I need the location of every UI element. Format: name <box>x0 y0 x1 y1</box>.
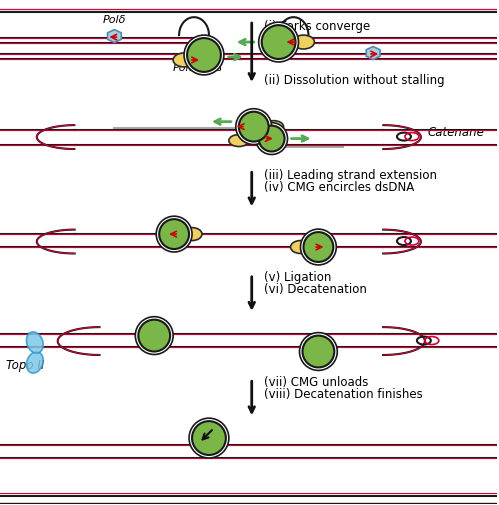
Ellipse shape <box>290 241 310 254</box>
Text: CMG: CMG <box>196 63 222 73</box>
Text: Polε: Polε <box>173 63 196 73</box>
Circle shape <box>187 39 221 73</box>
Circle shape <box>258 23 298 63</box>
Circle shape <box>302 336 334 368</box>
Circle shape <box>261 26 295 60</box>
Ellipse shape <box>182 228 202 241</box>
Text: (iv) CMG encircles dsDNA: (iv) CMG encircles dsDNA <box>263 180 414 193</box>
Circle shape <box>138 320 170 352</box>
Circle shape <box>189 418 229 458</box>
Circle shape <box>303 233 333 263</box>
Circle shape <box>236 110 271 145</box>
Text: (i) Forks converge: (i) Forks converge <box>263 20 370 33</box>
Circle shape <box>258 126 284 152</box>
Text: Catenane: Catenane <box>428 126 485 139</box>
Text: Topo II: Topo II <box>5 359 44 372</box>
Text: (vii) CMG unloads: (vii) CMG unloads <box>263 375 368 388</box>
Text: (vi) Decatenation: (vi) Decatenation <box>263 283 367 296</box>
Text: (ii) Dissolution without stalling: (ii) Dissolution without stalling <box>263 74 444 87</box>
Polygon shape <box>366 47 380 61</box>
Text: Polδ: Polδ <box>103 15 126 25</box>
Circle shape <box>184 36 224 76</box>
Circle shape <box>299 333 337 371</box>
Circle shape <box>239 113 268 142</box>
Circle shape <box>192 421 226 455</box>
Circle shape <box>135 317 173 355</box>
Ellipse shape <box>26 352 43 373</box>
Ellipse shape <box>173 54 195 68</box>
Circle shape <box>156 217 192 252</box>
Polygon shape <box>107 31 121 43</box>
Ellipse shape <box>26 332 43 354</box>
Ellipse shape <box>263 121 283 133</box>
Circle shape <box>255 123 287 155</box>
Text: (viii) Decatenation finishes: (viii) Decatenation finishes <box>263 387 423 400</box>
Circle shape <box>300 230 336 266</box>
Text: (iii) Leading strand extension: (iii) Leading strand extension <box>263 169 437 181</box>
Ellipse shape <box>292 36 314 50</box>
Circle shape <box>159 220 189 249</box>
Ellipse shape <box>229 135 249 147</box>
Text: (v) Ligation: (v) Ligation <box>263 271 331 284</box>
